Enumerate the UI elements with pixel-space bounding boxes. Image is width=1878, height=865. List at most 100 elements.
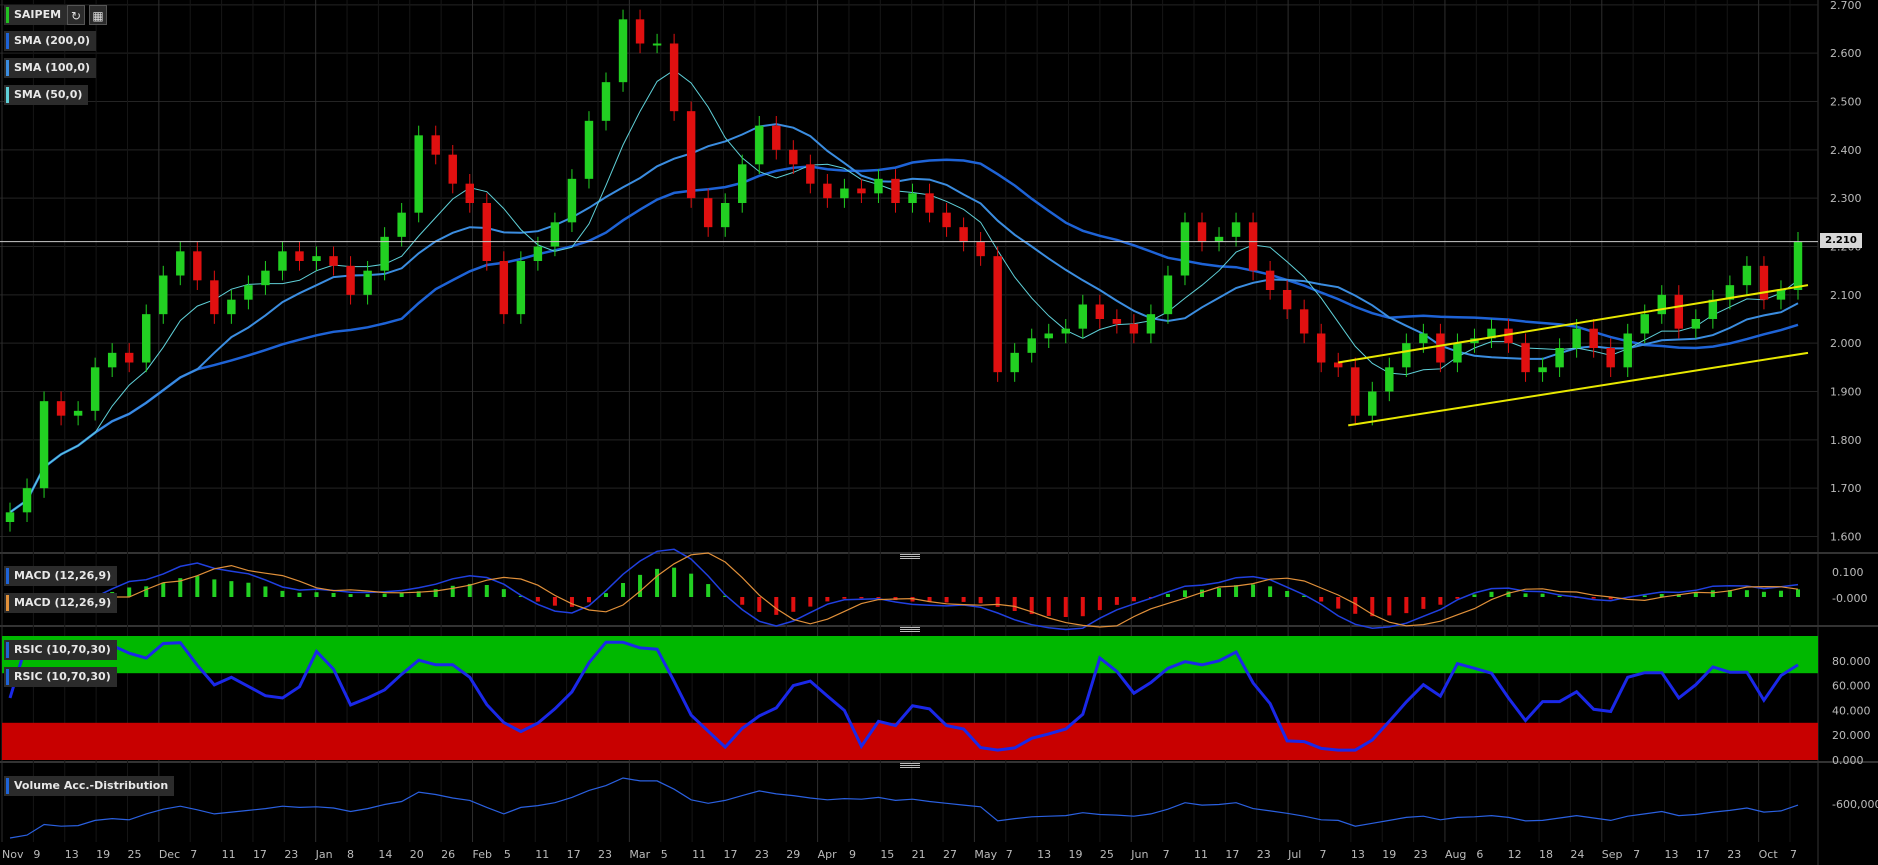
rsi-tick: 40.000 [1832,704,1871,717]
x-tick: May [974,848,997,861]
candle-body [1776,290,1786,300]
candle-body [1044,333,1053,339]
candle-body [414,135,423,213]
macd-bar [808,597,813,607]
candle-body [1606,348,1615,368]
panel-splitter-volume[interactable] [900,763,920,768]
candle-body [720,203,730,228]
price-tick: 2.000 [1830,337,1862,350]
candle-body [550,222,560,247]
macd-bar [1097,597,1102,611]
macd-bar [1080,597,1085,617]
candle-body [1555,348,1564,368]
sma-100-tag[interactable]: SMA (100,0) [4,58,97,78]
macd-bar [1727,590,1732,597]
macd-bar [467,583,472,597]
macd-bar [1404,597,1409,614]
sma-50-tag[interactable]: SMA (50,0) [4,85,89,105]
macd-bar [1285,591,1290,597]
macd-bar [1744,590,1749,597]
x-tick: 23 [598,848,612,861]
volume-label: Volume Acc.-Distribution [14,779,169,792]
refresh-icon[interactable]: ↻ [67,5,85,25]
x-tick: 23 [755,848,769,861]
macd-bar [297,592,302,597]
candle-body [1657,294,1666,315]
volume-tag[interactable]: Volume Acc.-Distribution [4,776,175,796]
macd-bar [1761,591,1766,597]
candle-body [1316,333,1326,363]
x-tick: 5 [661,848,668,861]
sma-200-tag[interactable]: SMA (200,0) [4,31,97,51]
macd-bar [1608,597,1613,600]
candle-body [1146,314,1156,334]
candle-body [1129,323,1139,334]
macd-signal-tag[interactable]: MACD (12,26,9) [4,593,118,613]
macd-bar [1523,593,1528,597]
candle-body [601,82,611,121]
rsi-tag[interactable]: RSIC (10,70,30) [4,640,117,660]
macd-bar [723,595,728,597]
price-tick: 1.700 [1830,482,1862,495]
grid-toggle-icon[interactable]: ▦ [89,5,107,25]
macd-bar [280,590,285,597]
candle-body [618,19,628,83]
x-tick: 9 [849,848,856,861]
candle-body [942,212,951,228]
x-tick: 13 [1665,848,1679,861]
volume-line [9,777,1799,839]
candle-body [244,285,253,300]
macd-bar [1063,597,1068,617]
candle-body [1691,319,1701,329]
candle-body [857,188,866,194]
macd-tag[interactable]: MACD (12,26,9) [4,566,118,586]
candle-body [1402,343,1411,368]
macd-bar [178,578,183,597]
x-tick: 17 [1225,848,1239,861]
macd-bar [621,583,626,597]
macd-bar [1302,595,1307,597]
x-axis-labels: Nov 9 13 19 25 Dec 7 11 17 23 Jan 8 14 20 26 Feb 5 11 17 23… [2,848,1797,861]
macd-bar [1046,597,1051,616]
panel-splitter-macd[interactable] [900,554,920,559]
x-tick: Apr [818,848,838,861]
x-tick: 23 [1727,848,1741,861]
candle-body [789,149,798,165]
x-tick: 8 [347,848,354,861]
macd-tick: 0.100 [1832,566,1864,579]
symbol-tag[interactable]: SAIPEM [4,5,68,25]
candle-body [431,135,440,155]
candle-body [90,367,100,411]
macd-bar [433,589,438,597]
x-tick: 5 [504,848,511,861]
candle-body [1793,241,1803,290]
macd-panel [8,548,1800,631]
candle-body [652,43,662,46]
x-tick: 11 [535,848,549,861]
candle-body [482,203,492,261]
rsi-bands [2,636,1818,760]
macd-bar [229,581,234,597]
candle-body [1521,343,1530,373]
macd-bar [1182,590,1187,597]
macd-bar [1421,597,1426,609]
candle-body [1368,391,1377,416]
price-tick: 2.600 [1830,47,1862,60]
rsi-tag-2[interactable]: RSIC (10,70,30) [4,667,117,687]
symbol-label: SAIPEM [14,8,62,21]
x-tick: 15 [880,848,894,861]
macd-signal-line [10,552,1799,628]
candle-body [210,280,219,315]
x-tick: 19 [1069,848,1083,861]
rsi-line [8,640,1799,752]
x-tick: 9 [33,848,40,861]
volume-tick: -600,000, [1832,798,1878,811]
panel-splitter-rsi[interactable] [900,627,920,632]
candle-body [346,265,355,295]
candle-body [891,178,900,203]
sma-50-label: SMA (50,0) [14,88,83,101]
macd-bar [1591,597,1596,599]
candle-body [584,120,594,179]
macd-bar [1659,593,1664,597]
macd-bar [638,574,643,597]
